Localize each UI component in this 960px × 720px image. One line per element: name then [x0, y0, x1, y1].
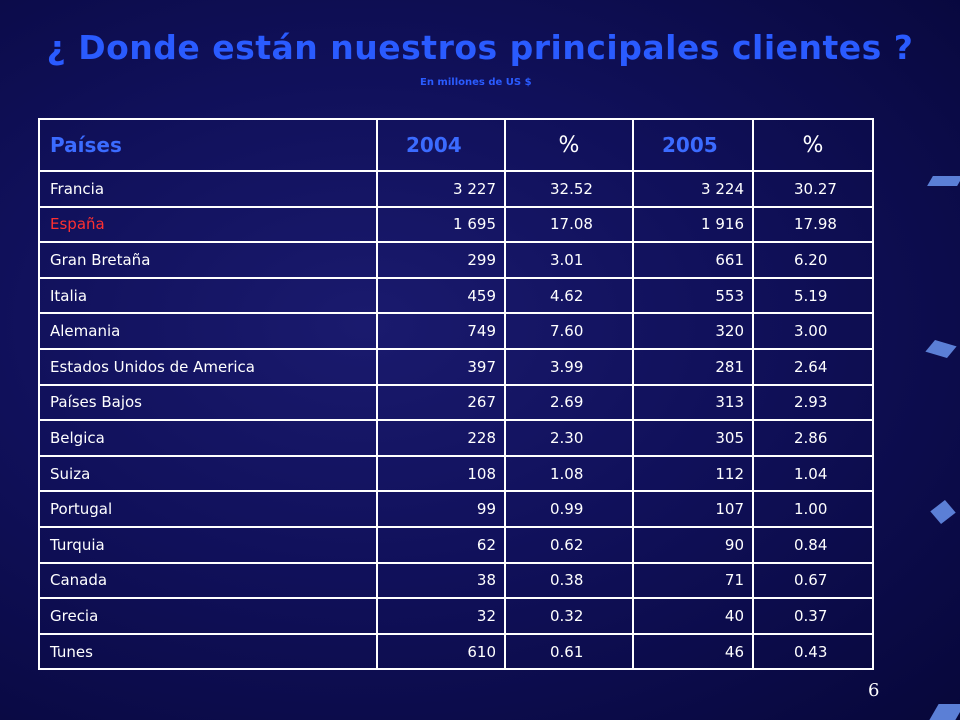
- cell-2004: 749: [376, 312, 506, 350]
- cell-pct-2005: 0.37: [752, 597, 874, 635]
- cell-2004: 108: [376, 454, 506, 493]
- cell-pct-2004: 32.52: [504, 170, 634, 208]
- cell-2004: 228: [376, 419, 506, 457]
- table-row: Turquia 62 0.62 90 0.84: [38, 525, 874, 564]
- table-row: Suiza 108 1.08 112 1.04: [38, 454, 874, 493]
- cell-pct-2005: 6.20: [752, 241, 874, 279]
- cell-2005: 281: [632, 347, 754, 386]
- cell-pct-2005: 2.64: [752, 347, 874, 386]
- cell-2004: 38: [376, 561, 506, 600]
- cell-country: Grecia: [38, 597, 378, 635]
- cell-pct-2004: 17.08: [504, 205, 634, 244]
- cell-pct-2004: 3.01: [504, 241, 634, 279]
- header-countries: Países: [38, 118, 378, 172]
- cell-country: Alemania: [38, 312, 378, 350]
- cell-2004: 62: [376, 525, 506, 564]
- cell-2005: 46: [632, 632, 754, 671]
- cell-pct-2004: 2.30: [504, 419, 634, 457]
- cell-2004: 299: [376, 241, 506, 279]
- cell-country: Tunes: [38, 632, 378, 671]
- header-pct-2004: %: [504, 118, 634, 172]
- table-row: Estados Unidos de America 397 3.99 281 2.64: [38, 347, 874, 386]
- cell-country: Países Bajos: [38, 383, 378, 422]
- table-row: Francia 3 227 32.52 3 224 30.27: [38, 170, 874, 208]
- table-row: Canada 38 0.38 71 0.67: [38, 561, 874, 600]
- cell-2004: 3 227: [376, 170, 506, 208]
- cell-pct-2005: 2.86: [752, 419, 874, 457]
- cell-country: Belgica: [38, 419, 378, 457]
- table-row: Belgica 228 2.30 305 2.86: [38, 419, 874, 457]
- page-number: 6: [868, 680, 880, 701]
- table-row: Gran Bretaña 299 3.01 661 6.20: [38, 241, 874, 279]
- cell-2005: 320: [632, 312, 754, 350]
- cell-2005: 553: [632, 276, 754, 315]
- cell-pct-2004: 0.32: [504, 597, 634, 635]
- cell-pct-2005: 5.19: [752, 276, 874, 315]
- cell-2005: 661: [632, 241, 754, 279]
- cell-country: Turquia: [38, 525, 378, 564]
- table-row: Tunes 610 0.61 46 0.43: [38, 632, 874, 671]
- cell-pct-2004: 0.61: [504, 632, 634, 671]
- cell-2004: 267: [376, 383, 506, 422]
- cell-2005: 90: [632, 525, 754, 564]
- cell-2004: 610: [376, 632, 506, 671]
- cell-2005: 3 224: [632, 170, 754, 208]
- cell-2005: 313: [632, 383, 754, 422]
- cell-country: España: [38, 205, 378, 244]
- cell-2004: 32: [376, 597, 506, 635]
- slide-subtitle: En millones de US $: [420, 77, 532, 88]
- table-row: Italia 459 4.62 553 5.19: [38, 276, 874, 315]
- table-row: Grecia 32 0.32 40 0.37: [38, 597, 874, 635]
- cell-pct-2005: 3.00: [752, 312, 874, 350]
- cell-pct-2004: 7.60: [504, 312, 634, 350]
- table-row: Países Bajos 267 2.69 313 2.93: [38, 383, 874, 422]
- cell-2004: 99: [376, 490, 506, 528]
- cell-2005: 1 916: [632, 205, 754, 244]
- header-pct-2005: %: [752, 118, 874, 172]
- cell-pct-2004: 3.99: [504, 347, 634, 386]
- table-row: España 1 695 17.08 1 916 17.98: [38, 205, 874, 244]
- cell-2004: 397: [376, 347, 506, 386]
- cell-pct-2004: 0.99: [504, 490, 634, 528]
- cell-2005: 305: [632, 419, 754, 457]
- cell-pct-2005: 0.43: [752, 632, 874, 671]
- cell-pct-2005: 2.93: [752, 383, 874, 422]
- cell-country: Francia: [38, 170, 378, 208]
- cell-country: Estados Unidos de America: [38, 347, 378, 386]
- cell-pct-2004: 1.08: [504, 454, 634, 493]
- cell-pct-2004: 2.69: [504, 383, 634, 422]
- clients-table: Países 2004 % 2005 % Francia 3 227 32.52 3 …: [38, 118, 874, 671]
- cell-2005: 112: [632, 454, 754, 493]
- cell-pct-2005: 17.98: [752, 205, 874, 244]
- header-2004: 2004: [376, 118, 506, 172]
- header-2005: 2005: [632, 118, 754, 172]
- cell-2004: 1 695: [376, 205, 506, 244]
- cell-pct-2005: 30.27: [752, 170, 874, 208]
- cell-2005: 71: [632, 561, 754, 600]
- cell-pct-2005: 1.04: [752, 454, 874, 493]
- cell-2005: 40: [632, 597, 754, 635]
- cell-country: Portugal: [38, 490, 378, 528]
- cell-pct-2004: 0.62: [504, 525, 634, 564]
- cell-country: Italia: [38, 276, 378, 315]
- cell-pct-2005: 0.67: [752, 561, 874, 600]
- slide-title: ¿ Donde están nuestros principales clien…: [46, 28, 914, 67]
- table-row: Portugal 99 0.99 107 1.00: [38, 490, 874, 528]
- cell-pct-2004: 0.38: [504, 561, 634, 600]
- cell-country: Suiza: [38, 454, 378, 493]
- cell-pct-2005: 1.00: [752, 490, 874, 528]
- table-header-row: Países 2004 % 2005 %: [38, 118, 874, 172]
- decor-streak: [927, 176, 960, 186]
- cell-2005: 107: [632, 490, 754, 528]
- cell-2004: 459: [376, 276, 506, 315]
- cell-country: Gran Bretaña: [38, 241, 378, 279]
- cell-pct-2004: 4.62: [504, 276, 634, 315]
- cell-pct-2005: 0.84: [752, 525, 874, 564]
- table-row: Alemania 749 7.60 320 3.00: [38, 312, 874, 350]
- cell-country: Canada: [38, 561, 378, 600]
